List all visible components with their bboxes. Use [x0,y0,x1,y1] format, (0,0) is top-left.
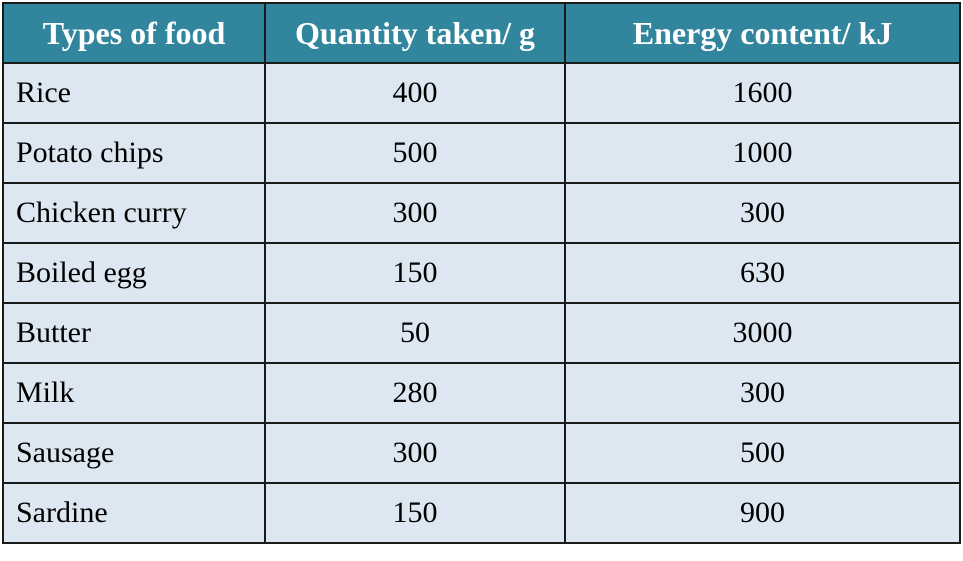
quantity-cell: 400 [264,62,566,124]
food-name-cell: Rice [2,62,266,124]
table-row: Sausage 300 500 [2,422,961,484]
column-header-food-type: Types of food [2,2,266,64]
table-row: Rice 400 1600 [2,62,961,124]
food-name-cell: Boiled egg [2,242,266,304]
table-row: Potato chips 500 1000 [2,122,961,184]
food-energy-table-container: Types of food Quantity taken/ g Energy c… [2,2,961,544]
food-name-cell: Sardine [2,482,266,544]
energy-cell: 3000 [564,302,961,364]
food-energy-table: Types of food Quantity taken/ g Energy c… [2,2,961,544]
quantity-cell: 50 [264,302,566,364]
table-row: Chicken curry 300 300 [2,182,961,244]
quantity-cell: 300 [264,182,566,244]
quantity-cell: 300 [264,422,566,484]
food-name-cell: Butter [2,302,266,364]
energy-cell: 1000 [564,122,961,184]
food-name-cell: Chicken curry [2,182,266,244]
quantity-cell: 150 [264,242,566,304]
energy-cell: 630 [564,242,961,304]
column-header-energy: Energy content/ kJ [564,2,961,64]
table-row: Butter 50 3000 [2,302,961,364]
table-row: Boiled egg 150 630 [2,242,961,304]
energy-cell: 900 [564,482,961,544]
energy-cell: 1600 [564,62,961,124]
energy-cell: 300 [564,182,961,244]
quantity-cell: 280 [264,362,566,424]
table-header-row: Types of food Quantity taken/ g Energy c… [2,2,961,64]
table-row: Sardine 150 900 [2,482,961,544]
food-name-cell: Sausage [2,422,266,484]
table-row: Milk 280 300 [2,362,961,424]
column-header-quantity: Quantity taken/ g [264,2,566,64]
quantity-cell: 150 [264,482,566,544]
quantity-cell: 500 [264,122,566,184]
energy-cell: 500 [564,422,961,484]
food-name-cell: Milk [2,362,266,424]
energy-cell: 300 [564,362,961,424]
food-name-cell: Potato chips [2,122,266,184]
